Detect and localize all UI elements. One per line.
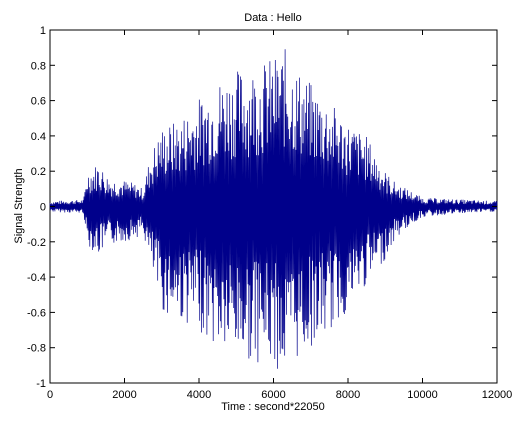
x-axis-ticks: 0 2000 4000 6000 8000 10000 12000 bbox=[47, 30, 512, 401]
y-tick-label: -0.4 bbox=[27, 272, 46, 284]
x-tick-label: 8000 bbox=[336, 389, 360, 401]
y-tick-label: -0.2 bbox=[27, 237, 46, 249]
y-tick-label: 0.4 bbox=[31, 131, 46, 143]
waveform-series bbox=[49, 49, 498, 369]
x-axis-label: Time : second*22050 bbox=[221, 401, 325, 413]
x-tick-label: 12000 bbox=[482, 389, 513, 401]
y-tick-label: 0.2 bbox=[31, 166, 46, 178]
y-tick-label: -1 bbox=[36, 378, 46, 390]
waveform-line bbox=[49, 49, 498, 369]
y-axis-label: Signal Strength bbox=[13, 168, 25, 243]
x-tick-label: 2000 bbox=[112, 389, 136, 401]
y-tick-label: -0.6 bbox=[27, 307, 46, 319]
y-tick-label: 0 bbox=[40, 202, 46, 214]
x-tick-label: 0 bbox=[47, 389, 53, 401]
y-tick-label: 0.8 bbox=[31, 60, 46, 72]
y-axis-ticks: -1 -0.8 -0.6 -0.4 -0.2 0 0.2 0.4 0.6 0.8 1 bbox=[27, 25, 497, 390]
x-tick-label: 10000 bbox=[407, 389, 438, 401]
chart-title: Data : Hello bbox=[244, 12, 301, 24]
y-tick-label: 0.6 bbox=[31, 96, 46, 108]
y-tick-label: -0.8 bbox=[27, 343, 46, 355]
x-tick-label: 6000 bbox=[261, 389, 285, 401]
x-tick-label: 4000 bbox=[187, 389, 211, 401]
y-tick-label: 1 bbox=[40, 25, 46, 37]
